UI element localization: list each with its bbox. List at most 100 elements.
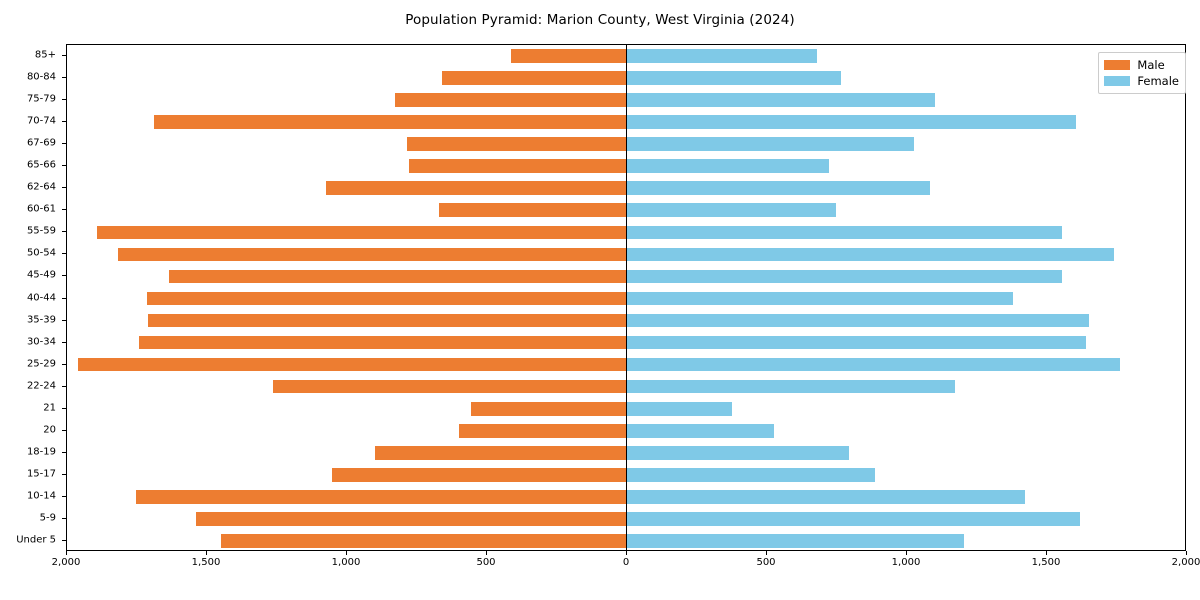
bar-female — [626, 247, 1114, 262]
bar-male — [118, 247, 626, 262]
bar-female — [626, 159, 829, 174]
bar-row — [67, 313, 1185, 328]
y-tick-label: 50-54 — [26, 247, 56, 259]
x-tick-label: 1,000 — [891, 557, 921, 568]
bar-row — [67, 357, 1185, 372]
y-tick-label: 5-9 — [39, 512, 56, 524]
y-tick-label: 55-59 — [26, 225, 56, 237]
legend[interactable]: Male Female — [1098, 52, 1186, 94]
bar-female — [626, 468, 875, 482]
y-tick-label: 10-14 — [26, 490, 56, 502]
y-tick-mark — [62, 517, 66, 519]
y-tick-label: 21 — [43, 402, 56, 414]
bar-female — [626, 203, 836, 218]
bar-female — [626, 445, 850, 460]
bar-female — [626, 181, 930, 196]
y-tick-label: 75-79 — [26, 93, 56, 105]
y-tick-mark — [62, 495, 66, 497]
bar-male — [458, 423, 626, 438]
y-tick-mark — [62, 209, 66, 211]
bar-male — [272, 379, 626, 394]
y-tick-mark — [62, 231, 66, 233]
legend-swatch-icon — [1104, 60, 1131, 70]
bar-row — [67, 137, 1185, 152]
bar-male — [406, 137, 626, 152]
bar-row — [67, 534, 1185, 548]
x-axis-ticks — [66, 551, 1187, 556]
bar-male — [136, 490, 626, 504]
y-tick-label: 18-19 — [26, 446, 56, 458]
y-tick-mark — [62, 319, 66, 321]
y-tick-mark — [62, 539, 66, 541]
x-tick-mark — [906, 551, 907, 555]
bar-male — [439, 203, 626, 218]
y-tick-mark — [62, 429, 66, 431]
bar-female — [626, 379, 955, 394]
plot-area — [66, 44, 1186, 551]
y-tick-label: 67-69 — [26, 137, 56, 149]
bar-female — [626, 269, 1063, 284]
x-tick-mark — [626, 551, 627, 555]
x-tick-mark — [766, 551, 767, 555]
bar-female — [626, 71, 841, 85]
y-tick-label: 60-61 — [26, 203, 56, 215]
y-tick-mark — [62, 55, 66, 57]
y-tick-mark — [62, 77, 66, 79]
bar-male — [154, 115, 626, 129]
bar-row — [67, 512, 1185, 526]
y-tick-mark — [62, 165, 66, 167]
x-tick-label: 2,000 — [1171, 557, 1200, 568]
bar-row — [67, 71, 1185, 85]
bar-female — [626, 534, 964, 548]
bar-female — [626, 512, 1080, 526]
x-tick-mark — [1046, 551, 1047, 555]
legend-label: Female — [1137, 74, 1179, 88]
bar-female — [626, 137, 915, 152]
bar-row — [67, 49, 1185, 63]
bar-female — [626, 93, 936, 107]
bar-female — [626, 225, 1063, 240]
bar-row — [67, 423, 1185, 438]
x-tick-mark — [206, 551, 207, 555]
bar-row — [67, 468, 1185, 482]
bar-female — [626, 49, 818, 63]
bar-male — [138, 335, 626, 350]
bar-row — [67, 445, 1185, 460]
zero-axis-line — [626, 45, 627, 550]
y-tick-label: 85+ — [34, 49, 56, 61]
bar-female — [626, 115, 1077, 129]
legend-item-male[interactable]: Male — [1104, 57, 1179, 73]
legend-item-female[interactable]: Female — [1104, 73, 1179, 89]
bar-male — [394, 93, 626, 107]
bar-row — [67, 401, 1185, 416]
bar-male — [374, 445, 626, 460]
y-tick-label: 22-24 — [26, 380, 56, 392]
y-tick-mark — [62, 143, 66, 145]
bar-female — [626, 291, 1013, 306]
y-tick-label: 30-34 — [26, 336, 56, 348]
x-tick-mark — [486, 551, 487, 555]
bar-male — [409, 159, 626, 174]
x-tick-label: 500 — [476, 557, 496, 568]
x-tick-label: 0 — [622, 557, 630, 568]
legend-label: Male — [1137, 58, 1165, 72]
bar-row — [67, 225, 1185, 240]
bar-male — [146, 291, 626, 306]
x-tick-label: 1,500 — [191, 557, 221, 568]
y-tick-label: 45-49 — [26, 269, 56, 281]
bar-male — [97, 225, 626, 240]
x-tick-label: 500 — [756, 557, 776, 568]
y-tick-label: 70-74 — [26, 115, 56, 127]
y-tick-label: 35-39 — [26, 314, 56, 326]
bar-female — [626, 335, 1087, 350]
y-tick-mark — [62, 363, 66, 365]
y-tick-mark — [62, 385, 66, 387]
x-tick-label: 1,000 — [331, 557, 361, 568]
y-tick-mark — [62, 407, 66, 409]
bar-male — [470, 401, 626, 416]
x-tick-mark — [346, 551, 347, 555]
y-tick-label: 40-44 — [26, 292, 56, 303]
bar-row — [67, 159, 1185, 174]
legend-swatch-icon — [1104, 76, 1131, 86]
